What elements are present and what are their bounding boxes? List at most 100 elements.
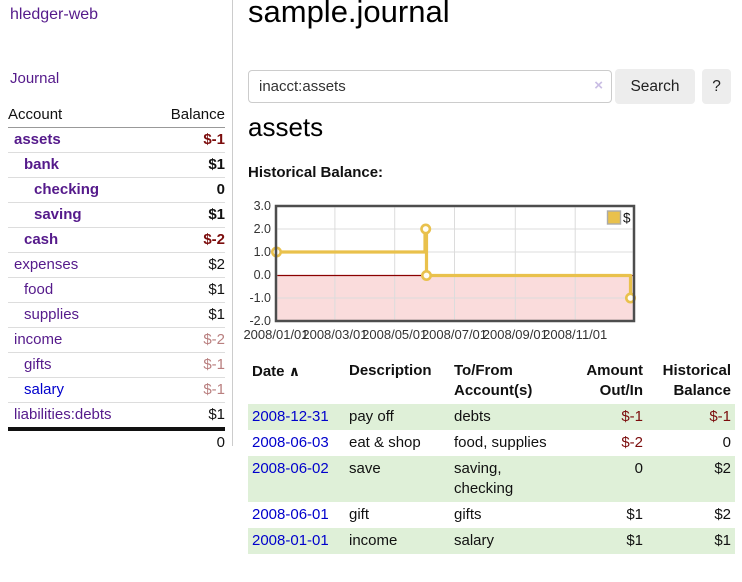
transaction-amount: $-1: [562, 404, 647, 430]
account-link-checking[interactable]: checking: [34, 181, 100, 198]
accounts-table: Account Balance assets $-1 bank $1 checkin…: [8, 103, 225, 455]
account-row: saving $1: [8, 203, 225, 228]
account-link-assets[interactable]: assets: [14, 131, 61, 148]
transaction-balance: $2: [647, 456, 735, 502]
account-link-supplies[interactable]: supplies: [24, 306, 80, 323]
sort-asc-icon: ∧: [288, 363, 301, 379]
historical-balance-chart: $ 3.0 2.0 1.0 0.0 -1.0 -2.0 2008/01/01 2…: [243, 200, 636, 342]
account-row: food $1: [8, 278, 225, 303]
sidebar-item-journal[interactable]: Journal: [10, 70, 60, 87]
search-input[interactable]: [248, 70, 612, 103]
svg-text:-2.0: -2.0: [249, 314, 271, 328]
svg-text:0.0: 0.0: [254, 268, 271, 282]
transaction-accounts: food, supplies: [454, 434, 547, 451]
account-link-saving[interactable]: saving: [34, 206, 82, 223]
svg-text:2008/01/01: 2008/01/01: [243, 327, 308, 342]
transaction-accounts: gifts: [454, 506, 482, 523]
account-balance: $1: [208, 206, 225, 223]
transaction-amount: 0: [562, 456, 647, 502]
account-row: cash $-2: [8, 228, 225, 253]
transaction-amount: $1: [626, 506, 643, 523]
svg-text:2008/09/01: 2008/09/01: [483, 327, 548, 342]
accounts-total-balance: 0: [216, 434, 225, 451]
register-table: Date ∧ Description To/From Account(s) Am…: [248, 358, 735, 554]
register-header-description: Description: [349, 362, 432, 379]
transaction-date-link[interactable]: 2008-12-31: [252, 408, 329, 425]
header-date-label: Date: [252, 363, 285, 380]
account-link-gifts[interactable]: gifts: [24, 356, 52, 373]
chart-title: Historical Balance:: [248, 164, 384, 181]
account-row: checking 0: [8, 178, 225, 203]
transaction-accounts: debts: [450, 404, 562, 430]
transaction-balance: $1: [647, 528, 735, 554]
account-row: income $-2: [8, 328, 225, 353]
chart-data-markers: [270, 223, 636, 304]
transaction-date-link[interactable]: 2008-06-02: [252, 460, 329, 477]
account-link-income[interactable]: income: [14, 331, 63, 348]
legend-label: $: [623, 211, 631, 226]
transaction-date-link[interactable]: 2008-01-01: [252, 532, 329, 549]
svg-text:2008/07/01: 2008/07/01: [422, 327, 487, 342]
app-brand-link[interactable]: hledger-web: [10, 6, 99, 23]
transaction-description: pay off: [345, 404, 450, 430]
svg-text:1.0: 1.0: [254, 245, 271, 259]
transaction-accounts: salary: [450, 528, 562, 554]
account-balance: $-2: [203, 231, 225, 248]
svg-text:2008/03/01: 2008/03/01: [302, 327, 367, 342]
transaction-description: eat & shop: [349, 434, 421, 451]
chart-y-axis-labels: 3.0 2.0 1.0 0.0 -1.0 -2.0: [249, 200, 271, 328]
balance-column-header: Balance: [170, 106, 225, 123]
search-button[interactable]: Search: [615, 69, 695, 104]
account-row: salary $-1: [8, 378, 225, 403]
svg-text:2008/11/01: 2008/11/01: [543, 327, 607, 342]
register-header-amount: Amount Out/In: [586, 362, 643, 399]
account-balance: $1: [208, 406, 225, 423]
sidebar: hledger-web Journal Account Balance asse…: [0, 0, 233, 451]
help-button[interactable]: ?: [702, 69, 731, 104]
account-balance: $-1: [203, 356, 225, 373]
account-link-food[interactable]: food: [24, 281, 54, 298]
account-column-header: Account: [8, 106, 63, 123]
account-balance: $2: [208, 256, 225, 273]
account-link-expenses[interactable]: expenses: [14, 256, 79, 273]
chart-x-axis-labels: 2008/01/01 2008/03/01 2008/05/01 2008/07…: [243, 327, 607, 342]
account-row: liabilities:debts $1: [8, 403, 225, 429]
account-row: expenses $2: [8, 253, 225, 278]
transaction-description: save: [345, 456, 450, 502]
account-balance: $-1: [203, 381, 225, 398]
account-row: assets $-1: [8, 128, 225, 153]
account-balance: 0: [216, 181, 225, 198]
transaction-amount: $1: [562, 528, 647, 554]
clear-search-icon[interactable]: ×: [594, 77, 603, 94]
register-header-accounts: To/From Account(s): [454, 362, 533, 399]
transaction-balance: $2: [714, 506, 731, 523]
account-balance: $1: [208, 306, 225, 323]
transaction-date-link[interactable]: 2008-06-01: [252, 506, 329, 523]
svg-text:-1.0: -1.0: [249, 291, 271, 305]
account-link-cash[interactable]: cash: [24, 231, 59, 248]
account-row: gifts $-1: [8, 353, 225, 378]
transaction-balance: 0: [722, 434, 731, 451]
transaction-amount: $-2: [621, 434, 643, 451]
register-row: 2008-06-01 gift gifts $1 $2: [248, 502, 735, 528]
register-row: 2008-06-03 eat & shop food, supplies $-2…: [248, 430, 735, 456]
accounts-table-header: Account Balance: [8, 103, 225, 128]
account-row: supplies $1: [8, 303, 225, 328]
account-balance: $1: [208, 281, 225, 298]
transaction-date-link[interactable]: 2008-06-03: [252, 434, 329, 451]
chart-border: [274, 204, 636, 323]
account-link-bank[interactable]: bank: [24, 156, 60, 173]
account-link-liabilities-debts[interactable]: liabilities:debts: [14, 406, 112, 423]
transaction-balance: $-1: [647, 404, 735, 430]
account-link-salary[interactable]: salary: [24, 381, 65, 398]
svg-text:2008/05/01: 2008/05/01: [362, 327, 427, 342]
transaction-description: gift: [349, 506, 370, 523]
svg-text:3.0: 3.0: [254, 200, 271, 213]
accounts-total-row: 0: [8, 429, 225, 455]
legend-swatch-icon: [606, 210, 622, 225]
transaction-description: income: [345, 528, 450, 554]
account-heading: assets: [248, 112, 324, 142]
register-header-balance: Historical Balance: [662, 362, 731, 399]
register-header-date[interactable]: Date ∧: [248, 358, 345, 404]
page-title: sample.journal: [248, 0, 450, 29]
